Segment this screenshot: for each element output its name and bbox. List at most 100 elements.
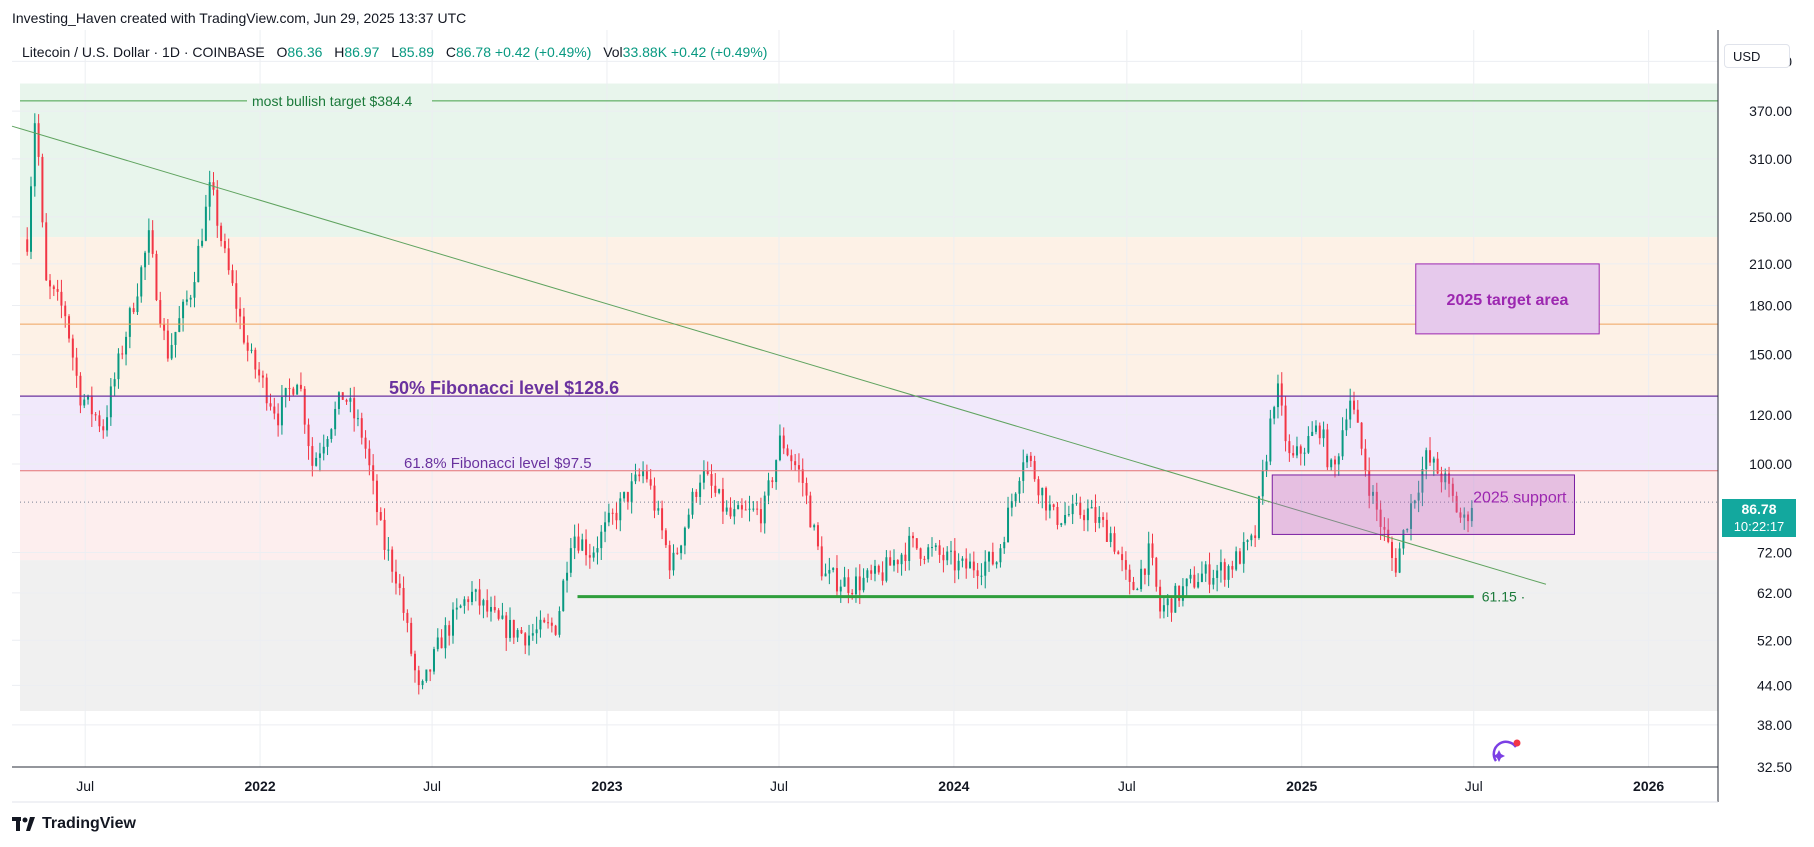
current-price-tag: 86.78 10:22:17 <box>1722 499 1796 537</box>
candle-body <box>634 474 637 482</box>
y-tick-label: 32.50 <box>1757 759 1792 775</box>
replay-icon[interactable] <box>1490 737 1524 767</box>
candle-body <box>1383 526 1386 530</box>
candle-body <box>778 435 781 461</box>
candle-body <box>680 545 683 554</box>
y-tick-label: 52.00 <box>1757 632 1792 648</box>
candle-body <box>676 552 679 554</box>
candle-body <box>1463 514 1466 518</box>
candle-body <box>976 570 979 577</box>
candle-body <box>1360 422 1363 449</box>
candle-body <box>889 557 892 566</box>
candle-body <box>197 245 200 283</box>
candle-body <box>900 554 903 565</box>
candle-body <box>60 291 63 306</box>
candle-body <box>1413 500 1416 504</box>
candle-body <box>885 557 888 581</box>
candle-body <box>52 286 55 290</box>
candle-body <box>1041 487 1044 496</box>
candle-body <box>493 607 496 611</box>
candle-body <box>1467 514 1470 522</box>
grid-lines <box>12 30 1718 768</box>
candle-body <box>208 182 211 207</box>
candle-body <box>1178 585 1181 601</box>
candle-body <box>398 583 401 588</box>
candle-body <box>1136 589 1139 591</box>
candle-body <box>1231 566 1234 570</box>
candle-body <box>1181 586 1184 601</box>
candle-body <box>410 622 413 654</box>
candle-body <box>1185 578 1188 587</box>
candle-body <box>68 316 71 339</box>
candle-body <box>250 349 253 351</box>
fib50-label: 50% Fibonacci level $128.6 <box>389 378 619 398</box>
candle-body <box>375 480 378 513</box>
candle-body <box>1003 542 1006 549</box>
candle-body <box>1010 501 1013 508</box>
candle-body <box>854 576 857 595</box>
candle-body <box>368 448 371 466</box>
x-tick-label: Jul <box>76 778 94 794</box>
candle-body <box>623 492 626 499</box>
candle-body <box>1121 554 1124 561</box>
candle-body <box>136 296 139 313</box>
candle-body <box>988 551 991 562</box>
candle-body <box>121 353 124 355</box>
candle-body <box>531 633 534 636</box>
candle-body <box>478 589 481 606</box>
candle-body <box>858 576 861 591</box>
target-area-label: 2025 target area <box>1447 292 1569 309</box>
candle-body <box>1330 459 1333 468</box>
candle-body <box>721 489 724 512</box>
candle-body <box>1459 512 1462 518</box>
candle-body <box>1265 461 1268 471</box>
candle-body <box>1356 409 1359 423</box>
candle-body <box>1299 446 1302 454</box>
candle-body <box>1311 431 1314 437</box>
candle-body <box>413 653 416 671</box>
candle-body <box>535 629 538 634</box>
x-tick-label: 2024 <box>938 778 969 794</box>
candle-body <box>315 457 318 466</box>
candle-body <box>881 572 884 581</box>
y-tick-label: 120.00 <box>1749 407 1792 423</box>
candle-body <box>965 558 968 569</box>
candle-body <box>642 471 645 477</box>
tradingview-footer[interactable]: TradingView <box>12 815 136 833</box>
candle-body <box>178 318 181 332</box>
low-label: L <box>391 44 399 60</box>
candle-body <box>573 536 576 549</box>
candle-body <box>429 669 432 672</box>
currency-button[interactable]: USD <box>1724 44 1790 68</box>
candle-body <box>915 538 918 549</box>
candle-body <box>801 469 804 483</box>
candle-body <box>1029 455 1032 462</box>
candle-body <box>600 531 603 549</box>
change-value: +0.42 (+0.49%) <box>494 44 592 60</box>
candle-body <box>1254 535 1257 538</box>
candle-body <box>337 392 340 409</box>
volume-value: 33.88K <box>622 44 668 60</box>
candle-body <box>1269 418 1272 462</box>
candle-body <box>695 491 698 497</box>
candle-body <box>444 625 447 649</box>
candle-body <box>657 508 660 511</box>
candle-body <box>524 633 527 646</box>
candle-body <box>155 253 158 301</box>
x-tick-label: Jul <box>423 778 441 794</box>
candle-body <box>1048 504 1051 511</box>
candle-body <box>425 669 428 682</box>
candle-body <box>1406 528 1409 531</box>
candle-body <box>1189 574 1192 579</box>
candle-body <box>744 509 747 511</box>
candle-body <box>896 560 899 565</box>
candle-body <box>756 508 759 510</box>
candle-body <box>592 552 595 558</box>
candle-body <box>311 446 314 466</box>
candle-body <box>649 479 652 486</box>
candle-body <box>539 619 542 630</box>
candle-body <box>436 637 439 650</box>
candle-body <box>1067 514 1070 516</box>
candle-body <box>942 554 945 561</box>
